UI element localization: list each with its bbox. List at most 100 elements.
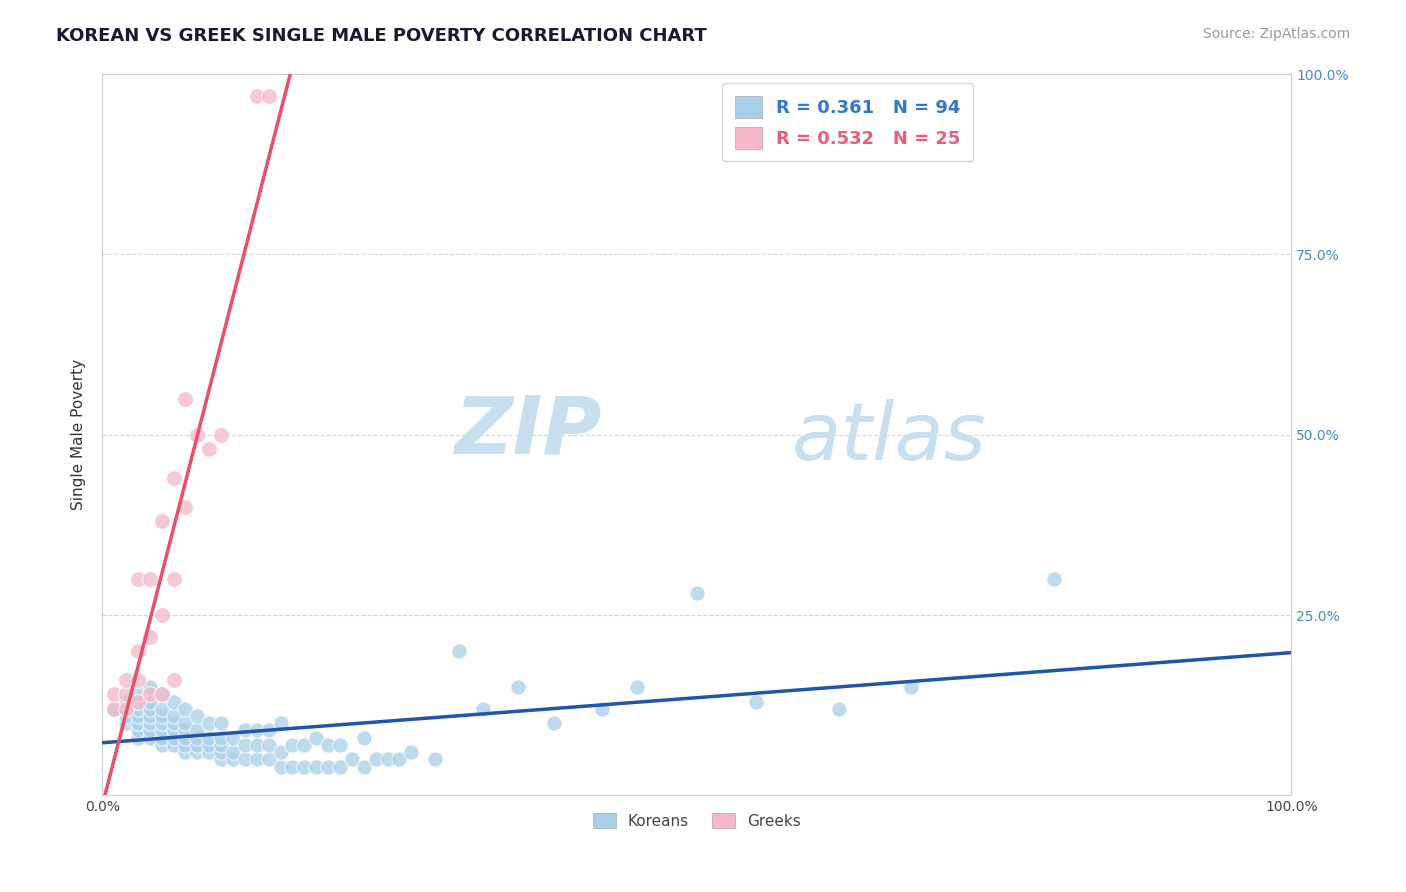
Point <box>209 738 232 752</box>
Point <box>127 716 149 731</box>
Point <box>127 673 149 687</box>
Point <box>139 731 162 745</box>
Point <box>174 731 197 745</box>
Point <box>115 695 138 709</box>
Point <box>329 738 352 752</box>
Point <box>209 731 232 745</box>
Point <box>139 630 162 644</box>
Point <box>377 752 399 766</box>
Point <box>209 752 232 766</box>
Point <box>828 702 851 716</box>
Point <box>127 709 149 723</box>
Point <box>257 88 280 103</box>
Point <box>292 738 315 752</box>
Point <box>270 745 292 759</box>
Point <box>186 738 208 752</box>
Point <box>103 702 125 716</box>
Point <box>162 673 184 687</box>
Point <box>174 723 197 738</box>
Text: Source: ZipAtlas.com: Source: ZipAtlas.com <box>1202 27 1350 41</box>
Point <box>425 752 447 766</box>
Point <box>115 702 138 716</box>
Y-axis label: Single Male Poverty: Single Male Poverty <box>72 359 86 510</box>
Point <box>115 687 138 701</box>
Point <box>150 687 173 701</box>
Point <box>186 723 208 738</box>
Point <box>139 723 162 738</box>
Point <box>209 716 232 731</box>
Point <box>139 695 162 709</box>
Point <box>292 759 315 773</box>
Point <box>186 427 208 442</box>
Point <box>139 716 162 731</box>
Point <box>364 752 387 766</box>
Point <box>127 731 149 745</box>
Point <box>162 695 184 709</box>
Point <box>222 752 245 766</box>
Point <box>174 745 197 759</box>
Point <box>174 716 197 731</box>
Point <box>233 752 256 766</box>
Point <box>246 752 269 766</box>
Text: atlas: atlas <box>792 400 987 477</box>
Point <box>127 572 149 586</box>
Point <box>543 716 565 731</box>
Point <box>162 731 184 745</box>
Point <box>209 427 232 442</box>
Point <box>745 695 768 709</box>
Point <box>174 738 197 752</box>
Point <box>150 702 173 716</box>
Point <box>353 759 375 773</box>
Point <box>139 680 162 694</box>
Point <box>174 500 197 514</box>
Point <box>209 745 232 759</box>
Point <box>222 745 245 759</box>
Point <box>198 738 221 752</box>
Point <box>162 716 184 731</box>
Point <box>1042 572 1064 586</box>
Point <box>270 759 292 773</box>
Point <box>246 738 269 752</box>
Point <box>150 738 173 752</box>
Point <box>270 716 292 731</box>
Point <box>305 731 328 745</box>
Point <box>246 88 269 103</box>
Point <box>150 608 173 623</box>
Point <box>150 723 173 738</box>
Point <box>139 572 162 586</box>
Point <box>246 723 269 738</box>
Point <box>900 680 922 694</box>
Point <box>198 442 221 457</box>
Point <box>305 759 328 773</box>
Point <box>316 759 339 773</box>
Point <box>139 709 162 723</box>
Point <box>401 745 423 759</box>
Point <box>150 716 173 731</box>
Point <box>186 745 208 759</box>
Point <box>127 702 149 716</box>
Point <box>198 716 221 731</box>
Point <box>162 738 184 752</box>
Point <box>353 731 375 745</box>
Point <box>388 752 411 766</box>
Point <box>150 709 173 723</box>
Point <box>257 752 280 766</box>
Point <box>115 709 138 723</box>
Point <box>174 392 197 406</box>
Point <box>281 738 304 752</box>
Point <box>162 709 184 723</box>
Point <box>186 709 208 723</box>
Point <box>127 723 149 738</box>
Point <box>162 572 184 586</box>
Point <box>115 673 138 687</box>
Point <box>471 702 494 716</box>
Point <box>103 702 125 716</box>
Point <box>150 687 173 701</box>
Point <box>186 731 208 745</box>
Point <box>233 738 256 752</box>
Point <box>162 723 184 738</box>
Point <box>626 680 648 694</box>
Point <box>329 759 352 773</box>
Point <box>198 731 221 745</box>
Point <box>150 514 173 528</box>
